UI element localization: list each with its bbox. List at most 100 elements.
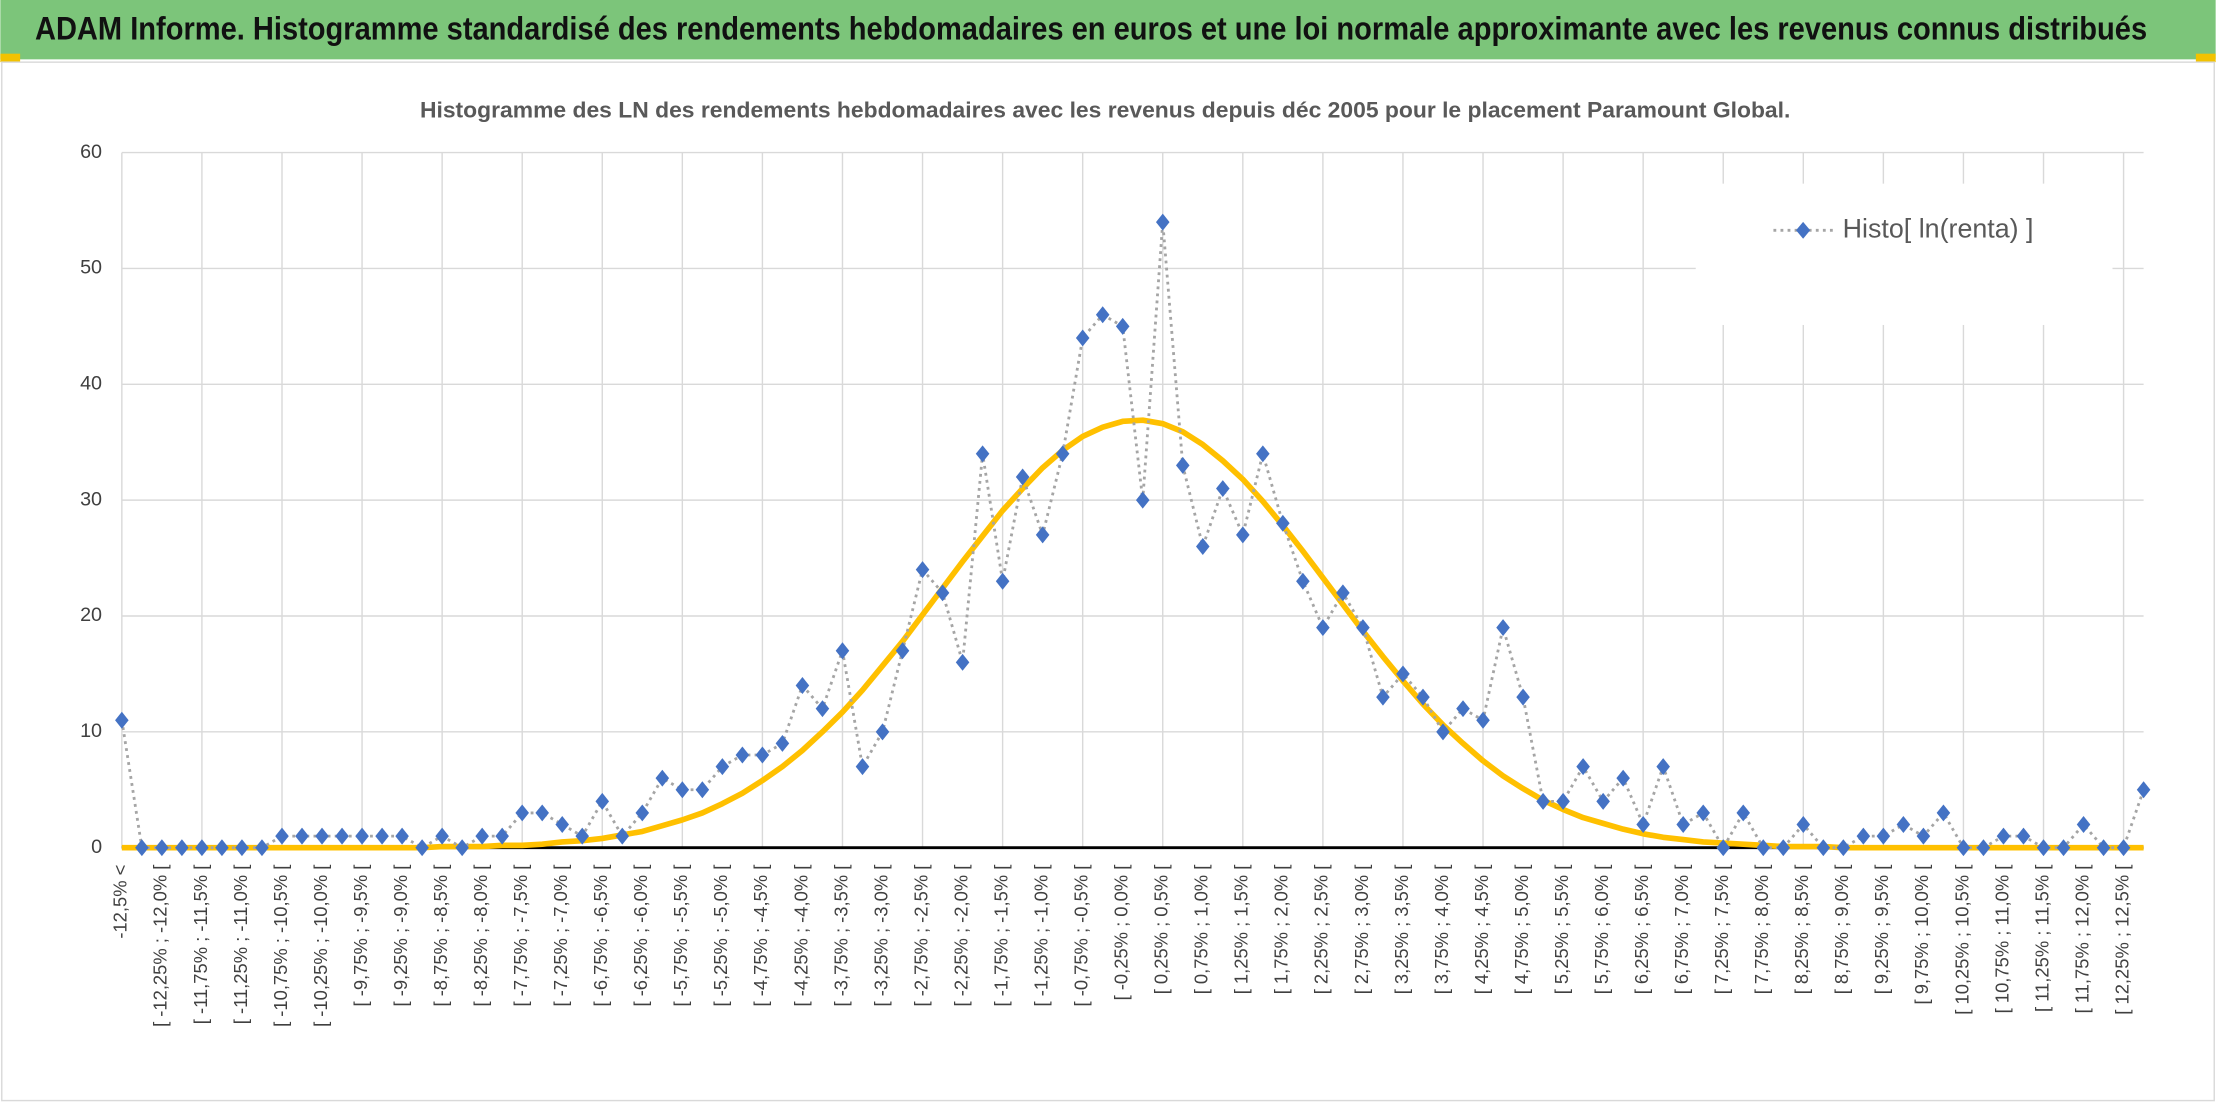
x-tick-label: [ -6,25% ; -6,0% [ [630,865,651,1007]
data-point [115,711,129,729]
data-point [1856,827,1871,845]
data-point [635,804,650,822]
legend-box [1695,183,2113,325]
data-point [995,572,1010,590]
data-point [1836,839,1851,857]
x-tick-label: [ -5,75% ; -5,5% [ [670,865,691,1007]
data-point [1236,526,1250,544]
x-tick-label: [ 9,75% ; 10,0% [ [1911,865,1932,1005]
data-point [2096,839,2111,857]
data-point [435,827,449,845]
data-point [1676,816,1690,833]
data-point [1476,711,1490,729]
data-point [1075,329,1090,347]
data-point [1336,584,1350,602]
x-tick-label: [ -8,25% ; -8,0% [ [470,865,491,1007]
x-tick-label: [ -2,25% ; -2,0% [ [950,865,971,1007]
x-tick-label: [ -12,25% ; -12,0% [ [150,865,171,1027]
data-point [2016,827,2031,845]
data-point [1035,526,1050,544]
chart-frame [1,61,2215,1102]
y-tick-label: 0 [91,836,102,858]
x-tick-label: [ 4,75% ; 5,0% [ [1511,865,1532,995]
x-tick-label: [ 0,75% ; 1,0% [ [1191,865,1212,995]
data-point [1376,688,1390,706]
data-point [955,653,970,671]
x-tick-label: [ -8,75% ; -8,5% [ [430,865,451,1007]
y-tick-label: 20 [80,604,102,626]
x-tick-label: [ -3,25% ; -3,0% [ [870,865,891,1007]
data-point [1055,445,1070,463]
x-tick-label: [ -9,25% ; -9,0% [ [390,865,411,1007]
data-point [275,827,289,845]
chart-title: Histogramme des LN des rendements hebdom… [420,98,1790,123]
x-tick-label: [ 7,75% ; 8,0% [ [1751,865,1772,995]
x-tick-label: [ -0,25% ; 0,0% [ [1111,865,1132,1001]
data-point [455,839,469,857]
x-tick-label: [ 6,25% ; 6,5% [ [1631,865,1652,995]
data-point [1015,468,1030,486]
data-point [755,746,770,764]
x-tick-label: [ 6,75% ; 7,0% [ [1671,865,1692,995]
data-point [1496,619,1510,637]
x-tick-label: [ -1,25% ; -1,0% [ [1030,865,1051,1007]
corner [0,53,21,63]
y-tick-label: 10 [80,720,102,742]
data-point [695,781,710,799]
x-tick-label: [ -6,75% ; -6,5% [ [590,865,611,1007]
data-point [2076,816,2091,833]
x-tick-label: [ 10,75% ; 11,0% [ [1991,865,2012,1014]
data-point [515,804,529,822]
data-point [1876,827,1891,845]
data-point [1456,700,1470,718]
data-point [1115,317,1130,335]
data-point [1936,804,1951,822]
x-tick-label: [ -7,75% ; -7,5% [ [510,865,531,1007]
y-tick-label: 40 [80,373,102,395]
data-point [1556,792,1570,810]
data-point [2056,839,2071,857]
x-tick-label: -12,5% < [110,865,131,939]
data-point [495,827,509,845]
legend-label: Histo[ ln(renta) ] [1843,213,2034,243]
data-point [975,445,990,463]
x-tick-label: [ -2,75% ; -2,5% [ [910,865,931,1007]
data-point [315,827,329,845]
legend-marker [1796,221,1811,239]
data-point [895,642,910,660]
data-point [135,839,149,857]
data-point [1296,572,1310,590]
data-point [1916,827,1931,845]
data-point [1175,456,1190,474]
data-point [1436,723,1450,741]
data-point [855,758,870,776]
x-tick-label: [ -11,25% ; -11,0% [ [230,865,251,1025]
data-point [1256,445,1270,463]
x-tick-label: [ 2,75% ; 3,0% [ [1351,865,1372,995]
data-point [395,827,409,845]
corner [2195,53,2216,63]
x-tick-label: [ 1,25% ; 1,5% [ [1231,865,1252,995]
data-point [535,804,549,822]
x-tick-label: [ 3,25% ; 3,5% [ [1391,865,1412,995]
x-tick-label: [ 11,75% ; 12,0% [ [2071,865,2092,1014]
data-point [1396,665,1410,683]
x-tick-label: [ 4,25% ; 4,5% [ [1471,865,1492,995]
y-tick-label: 30 [80,488,102,510]
x-tick-label: [ -10,75% ; -10,5% [ [270,865,291,1027]
data-point [295,827,309,845]
x-tick-label: [ -11,75% ; -11,5% [ [190,865,211,1025]
data-point [2136,781,2151,799]
x-tick-label: [ 8,75% ; 9,0% [ [1831,865,1852,995]
y-tick-label: 50 [80,257,102,279]
x-tick-label: [ -1,75% ; -1,5% [ [990,865,1011,1007]
header-title: ADAM Informe. Histogramme standardisé de… [35,11,2147,47]
x-tick-label: [ 9,25% ; 9,5% [ [1871,865,1892,995]
data-point [555,816,570,833]
data-point [675,781,690,799]
x-tick-label: [ -5,25% ; -5,0% [ [710,865,731,1007]
x-tick-label: [ 12,25% ; 12,5% [ [2111,865,2132,1015]
x-tick-label: [ 0,25% ; 0,5% [ [1151,865,1172,995]
x-tick-label: [ -0,75% ; -0,5% [ [1071,865,1092,1007]
